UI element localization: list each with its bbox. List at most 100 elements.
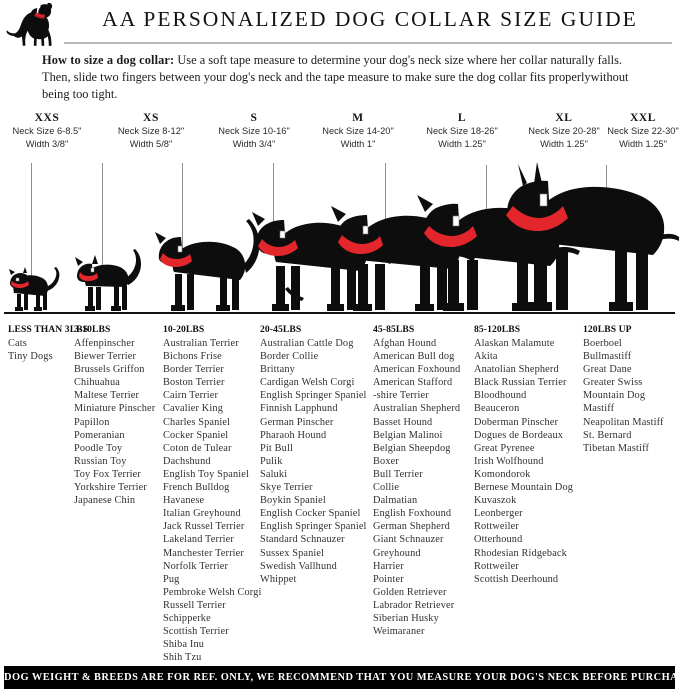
size-column-l: L Neck Size 18-26" Width 1.25" bbox=[410, 112, 514, 150]
size-code: XXS bbox=[34, 112, 60, 124]
breed-table: LESS THAN 3LBS Cats Tiny Dogs 3-10LBS Affenp… bbox=[0, 322, 679, 676]
breed-item: Collie bbox=[373, 482, 400, 494]
breed-item: French Bulldog bbox=[163, 482, 230, 494]
breed-item: Rhodesian Ridgeback bbox=[474, 547, 567, 559]
breed-item: Mastiff bbox=[583, 403, 615, 415]
page-title: AA PERSONALIZED DOG COLLAR SIZE GUIDE bbox=[102, 7, 638, 31]
breed-item: Otterhound bbox=[474, 534, 523, 546]
breed-item: Saluki bbox=[260, 468, 288, 480]
breed-item: American Bull dog bbox=[373, 351, 455, 363]
size-tick-xxs bbox=[31, 163, 32, 283]
breed-column-3-10lbs: 3-10LBS Affenpinscher Biewer Terrier Brusse… bbox=[74, 322, 155, 507]
breed-item: Border Terrier bbox=[163, 364, 224, 376]
breed-column-45-85lbs: 45-85LBS Afghan Hound American Bull dog Ame… bbox=[373, 322, 460, 638]
breed-item: Cavalier King bbox=[163, 403, 223, 415]
breed-item: Coton de Tulear bbox=[163, 442, 232, 454]
breed-item: Affenpinscher bbox=[74, 338, 135, 349]
size-collar-width: Width 1.25" bbox=[619, 138, 667, 149]
footer-bar: DOG WEIGHT & BREEDS ARE FOR REF. ONLY, W… bbox=[4, 666, 679, 689]
breed-item: Bull Terrier bbox=[373, 468, 423, 480]
breed-item: Weimaraner bbox=[373, 626, 425, 638]
breed-item: Australian Terrier bbox=[163, 338, 239, 349]
size-collar-width: Width 3/8" bbox=[25, 138, 69, 149]
breed-item: American Foxhound bbox=[373, 364, 461, 376]
breed-item: -shire Terrier bbox=[373, 390, 429, 402]
breed-item: Swedish Vallhund bbox=[260, 560, 337, 572]
size-code: L bbox=[457, 112, 467, 124]
breed-item: Cairn Terrier bbox=[163, 390, 219, 402]
size-tick-xl bbox=[486, 165, 487, 212]
breed-item: Cats bbox=[8, 338, 27, 349]
dog-silhouette-stage bbox=[0, 160, 679, 315]
breed-column-20-45lbs: 20-45LBS Australian Cattle Dog Border Coll… bbox=[260, 322, 367, 586]
size-tick-xs bbox=[102, 163, 103, 271]
size-code: XS bbox=[143, 112, 159, 124]
size-column-xxs: XXS Neck Size 6-8.5" Width 3/8" bbox=[0, 112, 99, 150]
breed-item: Skye Terrier bbox=[260, 482, 313, 494]
breed-item: Dalmatian bbox=[373, 495, 418, 507]
breed-item: German Shepherd bbox=[373, 521, 450, 533]
breed-item: Labrador Retriever bbox=[373, 599, 455, 611]
breed-item: Russian Toy bbox=[74, 455, 127, 467]
breed-item: Shih Tzu bbox=[163, 652, 202, 664]
how-to-size-label: How to size a dog collar: bbox=[42, 53, 175, 67]
size-neck-range: Neck Size 6-8.5" bbox=[12, 126, 82, 136]
size-column-m: M Neck Size 14-20" Width 1" bbox=[306, 112, 410, 150]
breed-item: Boerboel bbox=[583, 338, 622, 349]
ground-line bbox=[4, 312, 675, 314]
size-collar-width: Width 5/8" bbox=[129, 138, 173, 149]
breed-item: English Foxhound bbox=[373, 508, 452, 520]
breed-item: Poodle Toy bbox=[74, 442, 123, 454]
breed-item: Papillon bbox=[74, 416, 110, 428]
breed-item: Golden Retriever bbox=[373, 586, 447, 598]
breed-item: Greater Swiss bbox=[583, 377, 643, 389]
breed-item: Cardigan Welsh Corgi bbox=[260, 377, 355, 389]
breed-item: Pit Bull bbox=[260, 442, 293, 454]
breed-item: Rottweiler bbox=[474, 560, 519, 572]
size-neck-range: Neck Size 18-26" bbox=[426, 126, 498, 136]
breed-item: Great Pyrenee bbox=[474, 442, 535, 454]
breed-item: Schipperke bbox=[163, 612, 211, 624]
breed-item: Akita bbox=[474, 351, 498, 363]
breed-column-120lbs-up: 120LBS UP Boerboel Bullmastiff Great Dane Gr… bbox=[583, 322, 664, 455]
breed-item: Great Dane bbox=[583, 364, 632, 376]
breed-item: Australian Cattle Dog bbox=[260, 338, 354, 349]
breed-item: Miniature Pinscher bbox=[74, 403, 156, 415]
breed-item: Basset Hound bbox=[373, 416, 433, 428]
breed-item: Havanese bbox=[163, 495, 205, 507]
breed-item: English Springer Spaniel bbox=[260, 521, 367, 533]
breed-column-less-than-3lbs: LESS THAN 3LBS Cats Tiny Dogs bbox=[8, 322, 88, 363]
breed-item: English Springer Spaniel bbox=[260, 390, 367, 402]
breed-column-heading: 10-20LBS bbox=[163, 324, 205, 335]
breed-item: Toy Fox Terrier bbox=[74, 468, 141, 480]
breed-item: Dachshund bbox=[163, 455, 211, 467]
breed-item: Belgian Sheepdog bbox=[373, 442, 451, 454]
breed-column-heading: 45-85LBS bbox=[373, 324, 415, 335]
breed-item: Sussex Spaniel bbox=[260, 547, 325, 559]
breed-item: Irish Wolfhound bbox=[474, 455, 544, 467]
breed-item: Siberian Husky bbox=[373, 612, 439, 624]
size-code: M bbox=[352, 112, 364, 124]
how-to-size-body: Use a soft tape measure to determine you… bbox=[42, 53, 629, 102]
size-neck-range: Neck Size 14-20" bbox=[322, 126, 394, 136]
header: AA PERSONALIZED DOG COLLAR SIZE GUIDE bbox=[0, 0, 679, 46]
breed-item: Kuvaszok bbox=[474, 495, 517, 507]
breed-column-85-120lbs: 85-120LBS Alaskan Malamute Akita Anatolian … bbox=[474, 322, 573, 586]
breed-item: Dogues de Bordeaux bbox=[474, 429, 564, 441]
breed-item: Pembroke Welsh Corgi bbox=[163, 586, 262, 598]
breed-column-heading: 3-10LBS bbox=[74, 324, 111, 335]
size-collar-width: Width 3/4" bbox=[232, 138, 276, 149]
breed-item: Chihuahua bbox=[74, 377, 120, 389]
breed-item: Maltese Terrier bbox=[74, 390, 140, 402]
footer-disclaimer: DOG WEIGHT & BREEDS ARE FOR REF. ONLY, W… bbox=[4, 672, 679, 683]
breed-item: Giant Schnauzer bbox=[373, 534, 444, 546]
how-to-size-paragraph: How to size a dog collar: Use a soft tap… bbox=[42, 52, 642, 104]
breed-item: Australian Shepherd bbox=[373, 403, 461, 415]
breed-item: Shiba Inu bbox=[163, 639, 205, 651]
breed-item: Lakeland Terrier bbox=[163, 534, 234, 546]
breed-item: Pulik bbox=[260, 455, 283, 467]
breed-item: Pomeranian bbox=[74, 429, 125, 441]
breed-item: Komondorok bbox=[474, 468, 531, 480]
size-neck-range: Neck Size 22-30" bbox=[607, 126, 679, 136]
breed-item: Pug bbox=[163, 573, 180, 585]
